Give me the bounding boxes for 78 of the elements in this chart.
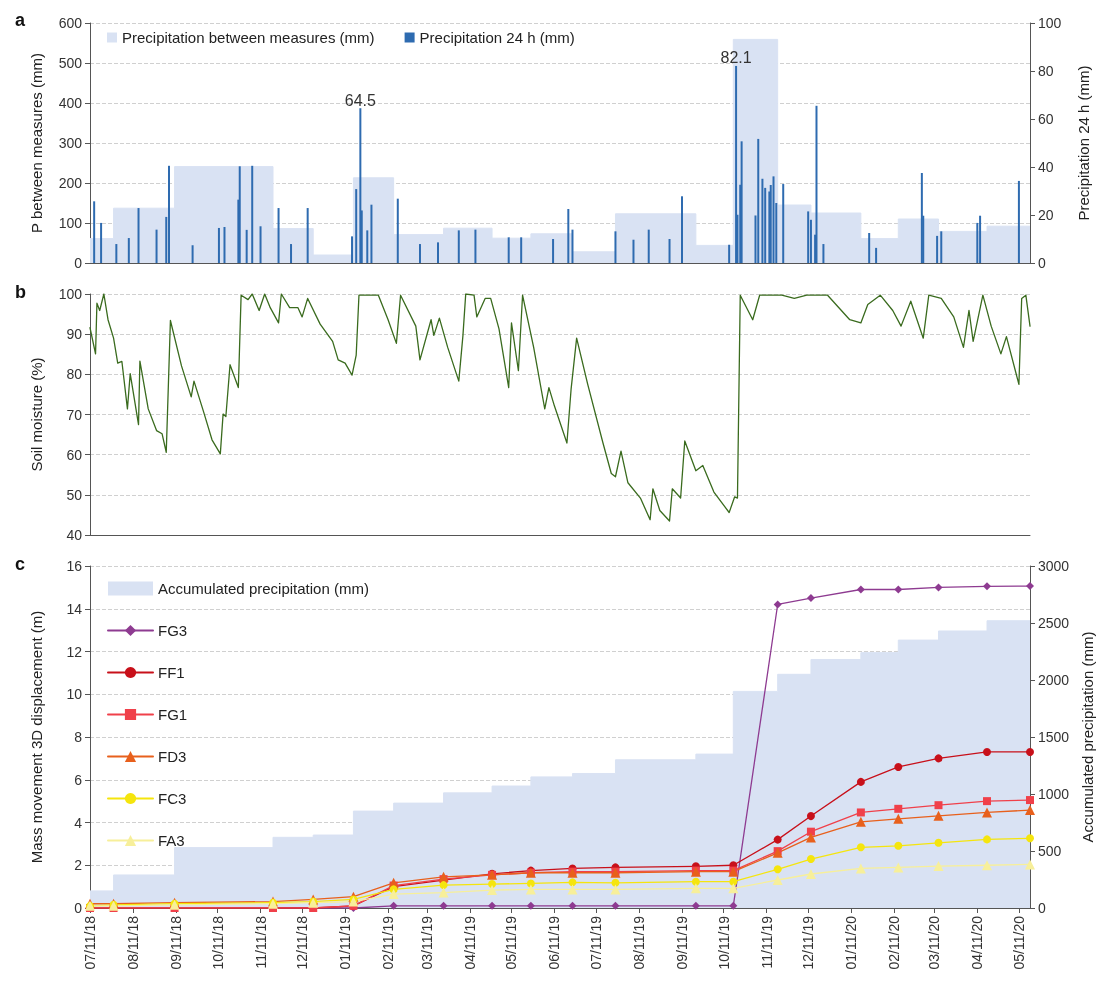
y-axis-title: P between measures (mm) [28, 53, 45, 233]
y-tick-label: 14 [66, 600, 83, 617]
x-tick-label: 11/11/19 [758, 915, 775, 969]
x-tick-label: 08/11/18 [124, 915, 141, 970]
y-axis-title: Mass movement 3D displacement (m) [28, 610, 45, 864]
x-tick-label: 08/11/19 [631, 915, 648, 970]
y-tick-label: 16 [66, 558, 83, 574]
legend-label: Accumulated precipitation (mm) [158, 580, 369, 597]
y2-tick-label: 2500 [1038, 615, 1070, 631]
y-tick-label: 50 [66, 486, 83, 503]
y2-tick-label: 0 [1038, 900, 1046, 916]
y2-tick-label: 60 [1038, 111, 1054, 127]
legend-label: FD3 [158, 748, 187, 765]
chart-title: b [15, 282, 26, 302]
chart-title: a [15, 10, 26, 30]
chart-title: c [15, 554, 26, 574]
y-tick-label: 600 [58, 15, 83, 31]
x-tick-label: 04/11/20 [969, 915, 986, 970]
y-tick-label: 8 [74, 729, 83, 745]
y2-tick-label: 100 [1038, 15, 1062, 31]
y2-tick-label: 20 [1038, 207, 1054, 223]
x-tick-label: 01/11/19 [337, 915, 354, 970]
y-tick-label: 80 [66, 366, 83, 383]
x-tick-label: 11/11/18 [252, 915, 269, 969]
legend-label: FF1 [158, 664, 185, 681]
y-tick-label: 12 [66, 643, 83, 660]
y-tick-label: 60 [66, 446, 83, 463]
y2-tick-label: 40 [1038, 159, 1054, 175]
x-tick-label: 07/11/18 [82, 915, 98, 970]
x-tick-label: 02/11/19 [380, 915, 397, 970]
y-tick-label: 4 [74, 814, 83, 831]
y-tick-label: 70 [66, 406, 83, 423]
y-tick-label: 100 [58, 286, 83, 302]
y-tick-label: 6 [74, 771, 83, 788]
x-tick-label: 06/11/19 [546, 915, 563, 970]
x-tick-label: 03/11/20 [926, 915, 943, 970]
y-tick-label: 40 [66, 527, 83, 543]
y2-axis-title: Accumulated precipitation (mm) [1079, 631, 1097, 843]
y-tick-label: 90 [66, 326, 83, 343]
y2-tick-label: 500 [1038, 843, 1062, 859]
y2-axis-title: Precipitation 24 h (mm) [1075, 65, 1092, 221]
y-tick-label: 500 [58, 55, 83, 71]
x-tick-label: 05/11/20 [1010, 915, 1027, 970]
legend-label: Precipitation between measures (mm) [122, 29, 375, 46]
x-tick-label: 12/11/18 [294, 915, 311, 970]
legend-label: FG3 [158, 622, 188, 639]
legend-label: FA3 [158, 832, 185, 849]
x-tick-label: 12/11/19 [800, 915, 817, 970]
y-tick-label: 0 [74, 900, 83, 916]
annotation: 82.1 [720, 49, 752, 67]
y-tick-label: 0 [74, 255, 83, 271]
legend-label: FG1 [158, 706, 188, 723]
x-tick-label: 05/11/19 [503, 915, 520, 970]
y2-tick-label: 80 [1038, 63, 1054, 79]
y-axis-title: Soil moisture (%) [28, 357, 45, 472]
y2-tick-label: 1500 [1038, 729, 1070, 745]
x-tick-label: 10/11/19 [715, 915, 732, 970]
x-tick-label: 07/11/19 [588, 915, 605, 970]
x-tick-label: 02/11/20 [886, 915, 903, 970]
y-tick-label: 200 [58, 175, 83, 191]
y-tick-label: 10 [66, 686, 83, 703]
x-tick-label: 04/11/19 [461, 915, 478, 970]
y2-tick-label: 1000 [1038, 786, 1070, 802]
y2-tick-label: 0 [1038, 255, 1046, 271]
y2-tick-label: 2000 [1038, 672, 1070, 688]
x-tick-label: 09/11/19 [674, 915, 691, 970]
y-tick-label: 300 [58, 135, 83, 151]
x-tick-label: 01/11/20 [843, 915, 860, 970]
x-tick-label: 10/11/18 [209, 915, 226, 970]
y-tick-label: 100 [58, 215, 83, 231]
x-tick-label: 09/11/18 [167, 915, 184, 970]
legend-label: FC3 [158, 790, 187, 807]
y2-tick-label: 3000 [1038, 558, 1070, 574]
x-tick-label: 03/11/19 [418, 915, 435, 970]
y-tick-label: 400 [58, 95, 83, 111]
y-tick-label: 2 [74, 857, 83, 874]
legend-label: Precipitation 24 h (mm) [419, 29, 575, 46]
annotation: 64.5 [344, 91, 377, 109]
